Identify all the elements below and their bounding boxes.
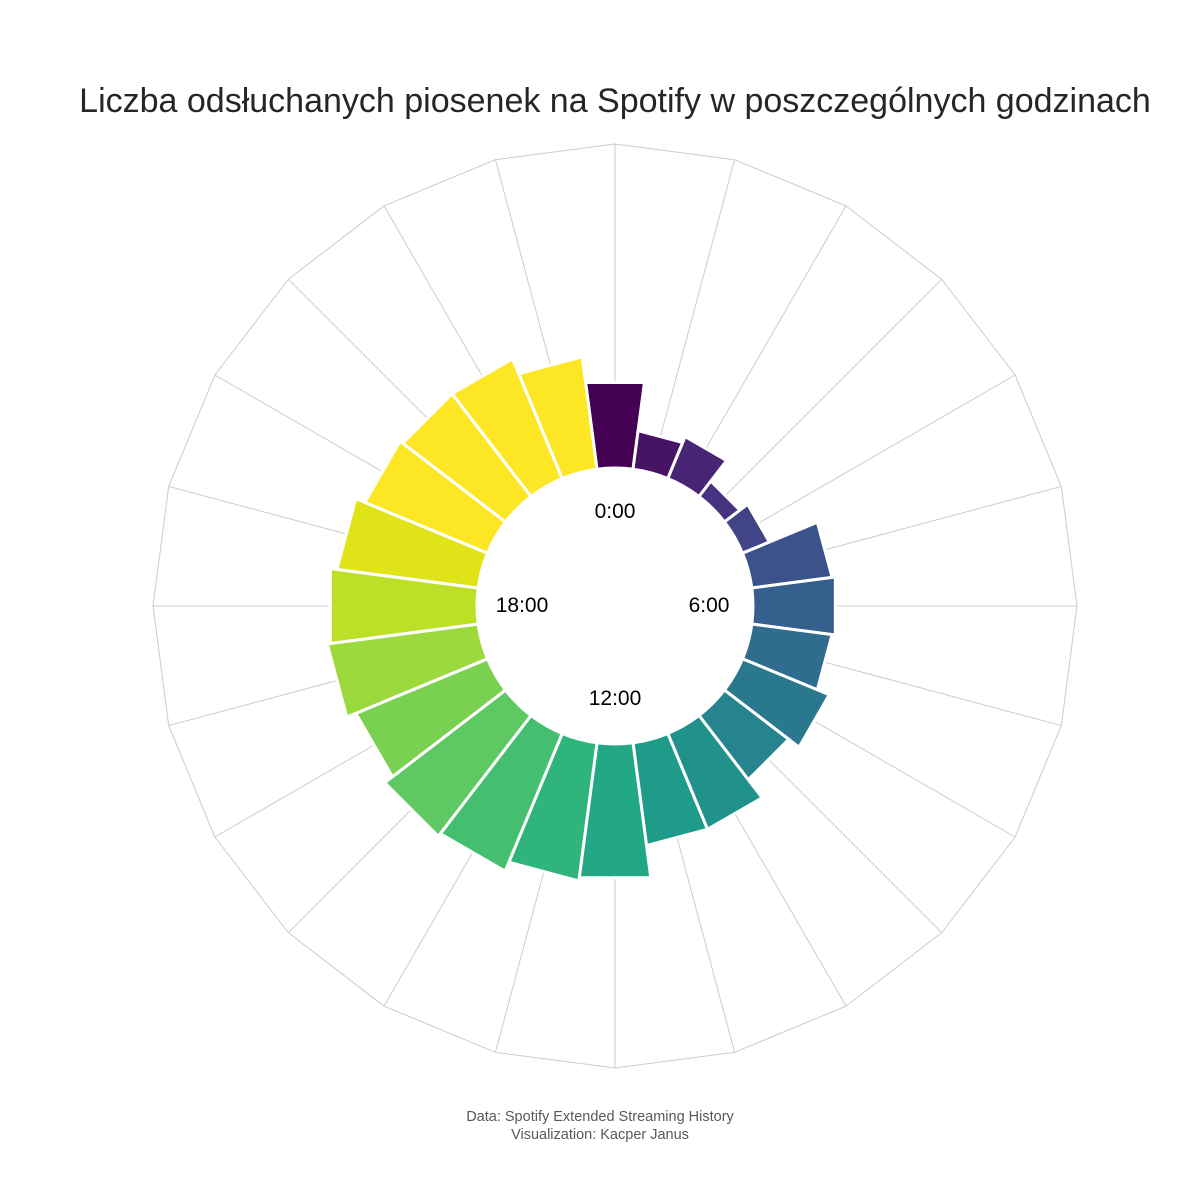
grid-spoke: [712, 278, 943, 509]
center-hole: [478, 469, 752, 743]
bar-hour-8: [722, 656, 832, 750]
bar-hour-21: [400, 391, 534, 525]
bar-hour-13: [506, 731, 599, 883]
bar-hour-19: [334, 496, 490, 590]
bar-hour-3: [696, 478, 743, 525]
bar-hour-14: [438, 713, 565, 874]
chart-title: Liczba odsłuchanych piosenek na Spotify …: [79, 82, 1151, 120]
hour-label-18: 18:00: [496, 594, 549, 617]
bar-hour-23: [516, 354, 599, 481]
hour-label-12: 12:00: [589, 687, 642, 710]
grid-spoke: [734, 374, 1016, 538]
bar-hour-12: [577, 741, 653, 880]
grid-spoke: [683, 205, 847, 487]
bar-hour-7: [740, 622, 835, 692]
bar-hour-0: [583, 380, 647, 471]
bar-hour-15: [382, 687, 534, 839]
bar-hour-1: [631, 428, 685, 481]
bar-hour-18: [328, 566, 480, 646]
bar-hour-16: [353, 656, 508, 780]
hour-label-6: 6:00: [689, 594, 730, 617]
bar-hour-5: [740, 520, 835, 590]
caption-author: Visualization: Kacper Janus: [511, 1127, 689, 1143]
bar-hour-10: [665, 713, 765, 832]
bar-hour-4: [722, 502, 772, 556]
hour-label-0: 0:00: [595, 500, 636, 523]
bar-hour-22: [449, 356, 565, 499]
bar-hour-11: [631, 731, 710, 848]
grid-outer-ring: [152, 143, 1078, 1069]
bar-hour-2: [665, 434, 729, 499]
caption-data-source: Data: Spotify Extended Streaming History: [466, 1109, 734, 1125]
hour-labels: 0:00 6:00 12:00 18:00: [496, 500, 730, 710]
grid-spoke: [650, 159, 736, 473]
bar-hour-6: [750, 575, 837, 637]
bar-hour-17: [325, 622, 490, 720]
bars-group: [325, 354, 837, 883]
bar-hour-20: [362, 438, 508, 556]
bar-hour-9: [696, 687, 792, 783]
